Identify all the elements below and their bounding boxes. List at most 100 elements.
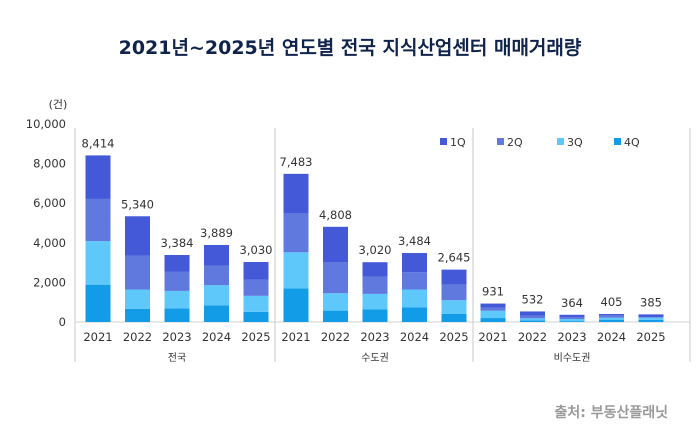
source-note: 출처: 부동산플래닛 — [554, 404, 668, 421]
y-tick-label: 2,000 — [33, 275, 66, 289]
bar-segment-1Q — [441, 269, 467, 285]
y-tick-label: 0 — [59, 315, 66, 329]
bar-segment-1Q — [283, 173, 309, 214]
x-tick-label: 2023 — [162, 330, 191, 344]
bar-segment-2Q — [520, 315, 545, 319]
bar-segment-3Q — [283, 252, 309, 289]
x-tick-label: 2021 — [83, 330, 112, 344]
bar-segment-4Q — [520, 320, 545, 322]
y-axis-unit-label: (건) — [49, 98, 68, 111]
bar-segment-1Q — [125, 216, 150, 256]
x-tick-label: 2025 — [636, 330, 665, 344]
x-tick-label: 2025 — [439, 330, 468, 344]
bar-segment-4Q — [559, 321, 585, 322]
bar-segment-1Q — [480, 303, 506, 308]
total-label: 405 — [601, 295, 623, 309]
bar-segment-4Q — [125, 308, 150, 322]
total-label: 7,483 — [280, 155, 313, 169]
x-tick-label: 2022 — [123, 330, 152, 344]
bar-segment-3Q — [638, 317, 664, 320]
bar-segment-1Q — [323, 226, 348, 263]
bar-segment-4Q — [480, 318, 506, 322]
bar-segment-3Q — [323, 293, 348, 311]
bars: 8,414 2021 5,340 2022 3,384 2023 3,889 2024 3,03… — [82, 136, 666, 364]
y-tick-label: 6,000 — [33, 196, 66, 210]
bar-segment-4Q — [441, 313, 467, 322]
bar-segment-1Q — [559, 314, 585, 318]
bar-segment-2Q — [204, 265, 229, 286]
x-tick-label: 2021 — [281, 330, 310, 344]
bar-segment-3Q — [599, 317, 624, 321]
total-label: 2,645 — [438, 251, 471, 265]
legend-swatch-1Q — [440, 138, 447, 145]
total-label: 3,384 — [161, 236, 194, 250]
bar-segment-4Q — [164, 308, 190, 322]
legend-label-2Q: 2Q — [507, 136, 523, 149]
bar-segment-1Q — [599, 313, 624, 316]
bar-segment-2Q — [243, 279, 269, 296]
bar-segment-3Q — [243, 295, 269, 312]
chart-title: 2021년~2025년 연도별 전국 지식산업센터 매매거래량 — [119, 37, 582, 59]
x-tick-label: 2022 — [518, 330, 547, 344]
total-label: 931 — [482, 285, 504, 299]
bar-segment-4Q — [323, 310, 348, 322]
bar-segment-3Q — [441, 300, 467, 314]
total-label: 3,889 — [200, 226, 233, 240]
legend-swatch-2Q — [497, 138, 504, 145]
bar-segment-4Q — [204, 305, 229, 322]
bar-segment-1Q — [362, 262, 388, 277]
x-tick-label: 2024 — [400, 330, 429, 344]
bar-segment-2Q — [283, 213, 309, 253]
bar-segment-1Q — [204, 244, 229, 266]
total-label: 3,484 — [398, 234, 431, 248]
bar-segment-2Q — [164, 271, 190, 291]
bar-segment-2Q — [480, 307, 506, 311]
total-label: 8,414 — [82, 136, 115, 150]
group-2: 931 2021 532 2022 364 2023 405 2024 385 2025 비수도권 — [478, 285, 665, 364]
total-label: 4,808 — [319, 208, 352, 222]
x-tick-label: 2024 — [202, 330, 231, 344]
x-tick-label: 2022 — [321, 330, 350, 344]
bar-segment-4Q — [402, 307, 427, 322]
bar-segment-2Q — [402, 272, 427, 290]
group-label: 전국 — [168, 352, 186, 364]
x-tick-label: 2024 — [597, 330, 626, 344]
y-tick-label: 4,000 — [33, 236, 66, 250]
group-label: 비수도권 — [554, 352, 591, 364]
legend: 1Q 2Q 3Q 4Q — [440, 136, 640, 149]
total-label: 5,340 — [121, 197, 154, 211]
bar-segment-3Q — [520, 318, 545, 321]
x-tick-label: 2021 — [478, 330, 507, 344]
bar-segment-1Q — [164, 254, 190, 272]
total-label: 532 — [522, 292, 544, 306]
legend-swatch-4Q — [614, 138, 621, 145]
bar-segment-4Q — [85, 284, 111, 322]
bar-segment-1Q — [520, 311, 545, 316]
bar-segment-4Q — [283, 288, 309, 322]
y-tick-label: 10,000 — [26, 117, 66, 131]
x-tick-label: 2023 — [360, 330, 389, 344]
bar-segment-3Q — [164, 290, 190, 309]
legend-label-3Q: 3Q — [567, 136, 583, 149]
total-label: 364 — [561, 296, 583, 310]
legend-label-1Q: 1Q — [450, 136, 466, 149]
bar-segment-4Q — [638, 319, 664, 322]
legend-label-4Q: 4Q — [624, 136, 640, 149]
bar-segment-2Q — [125, 255, 150, 290]
group-label: 수도권 — [361, 352, 389, 364]
bar-segment-1Q — [243, 262, 269, 280]
group-0: 8,414 2021 5,340 2022 3,384 2023 3,889 2024 3,03… — [82, 136, 273, 364]
bar-segment-2Q — [85, 198, 111, 242]
bar-segment-1Q — [402, 253, 427, 273]
bar-segment-3Q — [362, 293, 388, 310]
bar-segment-2Q — [362, 276, 388, 294]
total-label: 3,020 — [359, 243, 392, 257]
bar-segment-3Q — [559, 319, 585, 322]
bar-segment-4Q — [362, 309, 388, 322]
x-tick-label: 2023 — [557, 330, 586, 344]
bar-segment-1Q — [85, 155, 111, 199]
bar-segment-4Q — [599, 320, 624, 322]
bar-segment-3Q — [85, 241, 111, 285]
bar-segment-2Q — [323, 262, 348, 294]
